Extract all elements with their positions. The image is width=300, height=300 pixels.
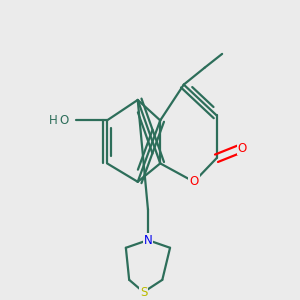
- Text: O: O: [238, 142, 247, 154]
- Text: O: O: [189, 175, 199, 188]
- Text: N: N: [144, 234, 152, 247]
- Text: O: O: [59, 114, 69, 127]
- Text: S: S: [140, 286, 147, 298]
- Text: H: H: [49, 114, 58, 127]
